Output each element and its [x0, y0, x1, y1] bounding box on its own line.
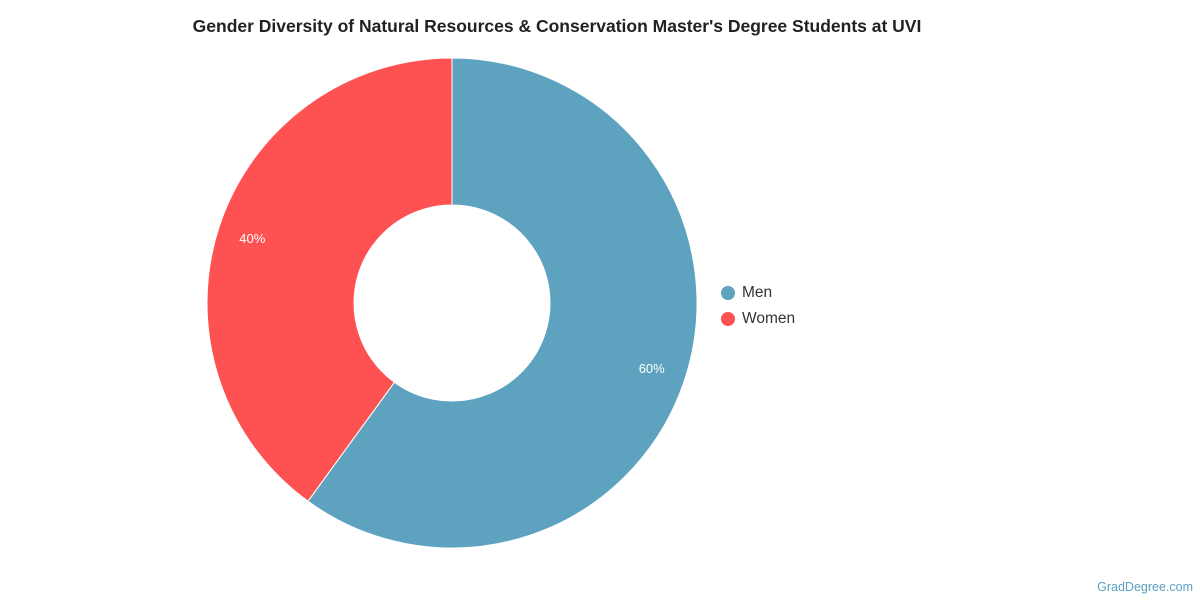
legend-swatch-women — [721, 312, 735, 326]
legend-item-men[interactable]: Men — [721, 280, 795, 306]
slice-men[interactable] — [307, 57, 698, 549]
slice-label-men: 60% — [639, 361, 665, 376]
legend-label-men: Men — [742, 284, 773, 301]
watermark-link[interactable]: GradDegree.com — [1097, 580, 1193, 594]
chart-title: Gender Diversity of Natural Resources & … — [192, 16, 922, 36]
legend-swatch-men — [721, 286, 735, 300]
legend: Men Women — [721, 280, 795, 332]
slice-women[interactable] — [206, 57, 453, 502]
legend-item-women[interactable]: Women — [721, 306, 795, 332]
slice-label-women: 40% — [239, 231, 265, 246]
legend-label-women: Women — [742, 310, 796, 327]
